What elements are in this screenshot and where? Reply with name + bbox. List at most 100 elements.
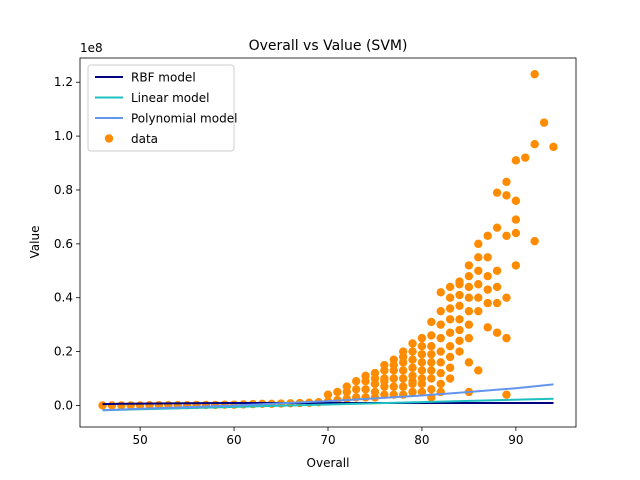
data-point bbox=[474, 253, 483, 262]
data-point bbox=[492, 266, 502, 275]
data-point bbox=[408, 347, 417, 356]
legend-label-polynomial-model: Polynomial model bbox=[131, 112, 237, 126]
data-point bbox=[351, 385, 361, 394]
data-point bbox=[464, 358, 474, 367]
data-point bbox=[427, 317, 436, 327]
data-point bbox=[398, 382, 408, 391]
data-point bbox=[464, 320, 474, 329]
data-point bbox=[107, 401, 117, 410]
data-point bbox=[502, 333, 511, 343]
data-point bbox=[530, 139, 539, 149]
data-point bbox=[427, 385, 436, 394]
data-point bbox=[474, 293, 483, 302]
data-point bbox=[464, 271, 474, 281]
data-point bbox=[455, 301, 464, 310]
legend-label-rbf-model: RBF model bbox=[131, 71, 196, 85]
data-point bbox=[445, 352, 455, 362]
data-point bbox=[483, 298, 492, 308]
x-tick-label-60: 60 bbox=[226, 433, 241, 447]
data-point bbox=[474, 239, 483, 249]
data-point bbox=[427, 350, 436, 359]
data-point bbox=[389, 374, 398, 383]
plot-area: 50 60 70 80 90 0.0 0.2 0.4 0.6 0.8 1.0 1.2 bbox=[54, 57, 577, 447]
data-point bbox=[445, 304, 455, 313]
data-point bbox=[445, 341, 455, 351]
data-point bbox=[417, 387, 427, 397]
data-point bbox=[417, 366, 427, 375]
data-point bbox=[492, 188, 502, 197]
data-point bbox=[427, 341, 436, 351]
data-point bbox=[464, 282, 474, 292]
data-point bbox=[380, 360, 389, 370]
data-point bbox=[474, 266, 483, 275]
data-point bbox=[361, 371, 370, 381]
data-point bbox=[398, 374, 408, 383]
y-tick-label-3: 0.6 bbox=[54, 237, 73, 251]
data-point bbox=[445, 328, 455, 337]
data-point bbox=[492, 298, 502, 308]
data-point bbox=[417, 358, 427, 367]
data-point bbox=[361, 385, 370, 394]
data-point bbox=[502, 390, 511, 399]
data-point bbox=[502, 191, 511, 200]
legend-label-data: data bbox=[131, 132, 158, 146]
data-point bbox=[474, 306, 483, 316]
data-point bbox=[492, 328, 502, 337]
data-point bbox=[483, 323, 492, 332]
data-point bbox=[427, 374, 436, 383]
data-point bbox=[427, 358, 436, 367]
data-point bbox=[464, 306, 474, 316]
data-point bbox=[511, 228, 521, 238]
data-point bbox=[333, 387, 342, 397]
data-point bbox=[511, 196, 521, 205]
data-point bbox=[511, 215, 521, 224]
data-point bbox=[455, 325, 464, 335]
data-point bbox=[370, 387, 380, 397]
y-tick-label-1: 0.2 bbox=[54, 345, 73, 359]
data-point bbox=[445, 374, 455, 383]
data-point bbox=[530, 236, 539, 246]
x-tick-label-70: 70 bbox=[320, 433, 335, 447]
data-point bbox=[436, 347, 445, 356]
data-point bbox=[436, 368, 445, 378]
data-point bbox=[417, 350, 427, 359]
data-point bbox=[380, 377, 389, 386]
data-point bbox=[427, 366, 436, 375]
data-point bbox=[408, 363, 417, 372]
data-point bbox=[445, 315, 455, 324]
data-point bbox=[492, 282, 502, 292]
data-point bbox=[427, 331, 436, 340]
legend-label-linear-model: Linear model bbox=[131, 91, 209, 105]
data-point bbox=[464, 293, 474, 302]
data-point bbox=[483, 253, 492, 262]
legend: RBF model Linear model Polynomial model dat… bbox=[87, 64, 237, 152]
y-axis-label: Value bbox=[28, 226, 42, 259]
data-point bbox=[436, 358, 445, 367]
data-point bbox=[455, 277, 464, 286]
data-point bbox=[464, 333, 474, 343]
y-tick-label-4: 0.8 bbox=[54, 183, 73, 197]
data-point bbox=[511, 261, 521, 270]
data-point bbox=[436, 333, 445, 343]
data-point bbox=[408, 339, 417, 348]
data-point bbox=[436, 306, 445, 316]
data-point bbox=[455, 336, 464, 346]
data-point bbox=[455, 290, 464, 300]
data-point bbox=[502, 293, 511, 302]
data-point bbox=[549, 142, 558, 152]
y-tick-label-2: 0.4 bbox=[54, 291, 73, 305]
data-point bbox=[492, 223, 502, 232]
chart-title: Overall vs Value (SVM) bbox=[249, 38, 408, 54]
data-point bbox=[98, 401, 107, 410]
data-point bbox=[417, 333, 427, 343]
legend-box bbox=[87, 64, 235, 152]
data-point bbox=[361, 393, 370, 402]
data-point bbox=[474, 366, 483, 375]
data-point bbox=[389, 355, 398, 364]
y-tick-label-5: 1.0 bbox=[54, 129, 73, 143]
data-point bbox=[445, 293, 455, 302]
data-point bbox=[511, 156, 521, 165]
x-tick-label-50: 50 bbox=[132, 433, 147, 447]
data-point bbox=[483, 285, 492, 294]
data-point bbox=[417, 374, 427, 383]
